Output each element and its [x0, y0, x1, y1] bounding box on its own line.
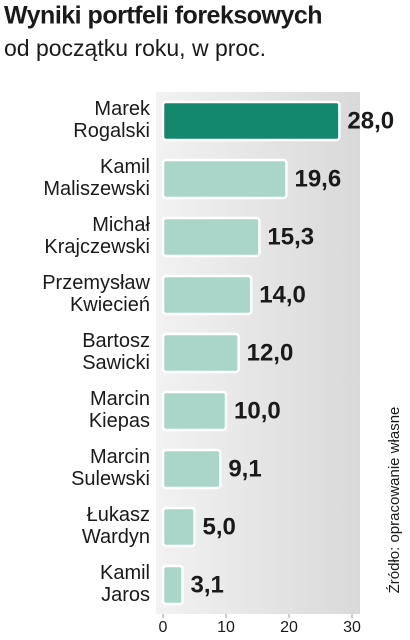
category-label: Przemysław Kwiecień — [42, 272, 150, 316]
value-label: 9,1 — [228, 455, 261, 482]
chart-title: Wyniki portfeli foreksowych — [4, 2, 322, 30]
category-label: Marek Rogalski — [73, 98, 151, 142]
bar — [161, 100, 341, 142]
bar — [161, 274, 253, 316]
x-tick-label: 30 — [343, 619, 361, 636]
value-label: 12,0 — [247, 339, 294, 366]
x-tick-label: 10 — [217, 619, 235, 636]
value-label: 19,6 — [294, 165, 341, 192]
category-label: Łukasz Wardyn — [82, 504, 150, 548]
bar — [161, 564, 184, 606]
x-tick-label: 0 — [159, 619, 168, 636]
chart-subtitle: od początku roku, w proc. — [4, 35, 266, 61]
value-label: 10,0 — [234, 397, 281, 424]
value-label: 14,0 — [259, 281, 306, 308]
source: Źródło: opracowanie własne — [386, 407, 403, 594]
category-label: Kamil Jaros — [100, 562, 150, 606]
value-label: 3,1 — [191, 571, 224, 598]
value-label: 5,0 — [203, 513, 236, 540]
category-label: Michał Krajczewski — [44, 214, 150, 258]
bar — [161, 506, 196, 548]
bar — [161, 332, 240, 374]
bar — [161, 158, 288, 200]
bar — [161, 390, 228, 432]
x-tick-label: 20 — [280, 619, 298, 636]
category-label: Bartosz Sawicki — [82, 330, 150, 374]
value-label: 28,0 — [347, 107, 394, 134]
category-label: Marcin Kiepas — [89, 388, 150, 432]
bar — [161, 216, 261, 258]
category-label: Marcin Sulewski — [71, 446, 150, 490]
category-label: Kamil Maliszewski — [43, 156, 150, 200]
bar — [161, 448, 222, 490]
value-label: 15,3 — [267, 223, 314, 250]
